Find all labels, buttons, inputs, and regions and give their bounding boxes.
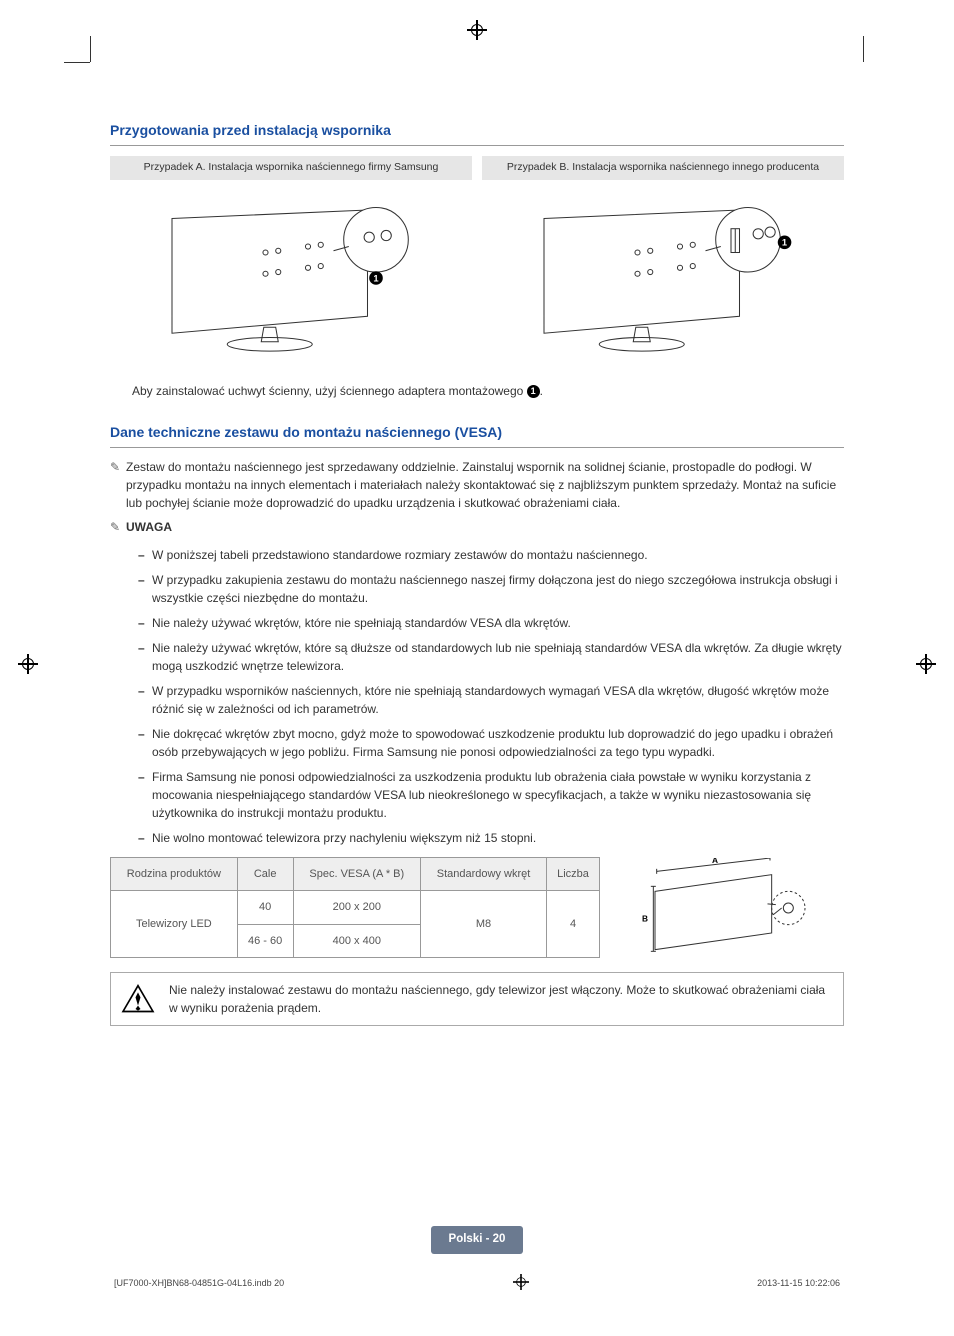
warning-triangle-icon: [121, 984, 155, 1014]
crop-mark-bottom: [511, 1272, 531, 1297]
note-icon: ✎: [110, 518, 126, 540]
th-product: Rodzina produktów: [111, 857, 238, 891]
crop-mark-right: [916, 654, 936, 679]
section-vesa-title: Dane techniczne zestawu do montażu naści…: [110, 422, 844, 448]
list-item: Firma Samsung nie ponosi odpowiedzialnoś…: [138, 768, 844, 822]
vesa-bracket-diagram: A B: [616, 858, 844, 958]
intro-note-block: ✎ Zestaw do montażu naściennego jest spr…: [110, 458, 844, 512]
case-a-header: Przypadek A. Instalacja wspornika naście…: [110, 156, 472, 180]
crop-corner-tl: [90, 36, 91, 62]
install-note-suffix: .: [540, 384, 543, 398]
cell-product: Telewizory LED: [111, 891, 238, 958]
page-footer: Polski - 20 [UF7000-XH]BN68-04851G-04L16…: [110, 1226, 844, 1296]
table-header-row: Rodzina produktów Cale Spec. VESA (A * B…: [111, 857, 600, 891]
list-item: Nie dokręcać wkrętów zbyt mocno, gdyż mo…: [138, 725, 844, 761]
document-page: Przygotowania przed instalacją wspornika…: [0, 0, 954, 1336]
diagram-case-a: 1: [110, 188, 472, 368]
th-inches: Cale: [237, 857, 293, 891]
cell-vesa: 200 x 200: [293, 891, 420, 925]
cell-inches: 40: [237, 891, 293, 925]
cell-vesa: 400 x 400: [293, 924, 420, 958]
list-item: W poniższej tabeli przedstawiono standar…: [138, 546, 844, 564]
install-note: Aby zainstalować uchwyt ścienny, użyj śc…: [132, 382, 844, 400]
intro-note-text: Zestaw do montażu naściennego jest sprze…: [126, 458, 844, 512]
marker-1-icon: 1: [527, 385, 540, 398]
uwaga-block: ✎ UWAGA: [110, 518, 844, 540]
diagram-row: 1: [110, 188, 844, 368]
section-prep-title: Przygotowania przed instalacją wspornika: [110, 120, 844, 146]
tv-mount-diagram-a: 1: [155, 193, 427, 363]
footer-meta: [UF7000-XH]BN68-04851G-04L16.indb 20 201…: [110, 1272, 844, 1297]
cell-count: 4: [547, 891, 600, 958]
list-item: W przypadku wsporników naściennych, któr…: [138, 682, 844, 718]
list-item: Nie należy używać wkrętów, które są dłuż…: [138, 639, 844, 675]
cell-screw: M8: [421, 891, 547, 958]
svg-text:1: 1: [373, 273, 378, 283]
footer-right-text: 2013-11-15 10:22:06: [757, 1277, 840, 1291]
crop-mark-top: [467, 20, 487, 45]
tv-mount-diagram-b: 1: [527, 193, 799, 363]
th-vesa: Spec. VESA (A * B): [293, 857, 420, 891]
list-item: Nie wolno montować telewizora przy nachy…: [138, 829, 844, 847]
cell-inches: 46 - 60: [237, 924, 293, 958]
note-icon: ✎: [110, 458, 126, 512]
th-screw: Standardowy wkręt: [421, 857, 547, 891]
case-header-row: Przypadek A. Instalacja wspornika naście…: [110, 156, 844, 180]
list-item: Nie należy używać wkrętów, które nie spe…: [138, 614, 844, 632]
crop-corner-tr: [863, 36, 864, 62]
diagram-case-b: 1: [482, 188, 844, 368]
uwaga-heading: UWAGA: [126, 518, 844, 536]
warning-text: Nie należy instalować zestawu do montażu…: [169, 981, 833, 1017]
table-row: Telewizory LED 40 200 x 200 M8 4: [111, 891, 600, 925]
vesa-table: Rodzina produktów Cale Spec. VESA (A * B…: [110, 857, 600, 959]
list-item: W przypadku zakupienia zestawu do montaż…: [138, 571, 844, 607]
svg-text:1: 1: [782, 237, 787, 247]
footer-left-text: [UF7000-XH]BN68-04851G-04L16.indb 20: [114, 1277, 284, 1291]
th-count: Liczba: [547, 857, 600, 891]
warning-box: Nie należy instalować zestawu do montażu…: [110, 972, 844, 1026]
table-diagram-row: Rodzina produktów Cale Spec. VESA (A * B…: [110, 857, 844, 959]
label-a: A: [712, 858, 718, 865]
install-note-prefix: Aby zainstalować uchwyt ścienny, użyj śc…: [132, 384, 527, 398]
label-b: B: [642, 913, 648, 923]
page-number-badge: Polski - 20: [431, 1226, 524, 1253]
case-b-header: Przypadek B. Instalacja wspornika naście…: [482, 156, 844, 180]
crop-mark-left: [18, 654, 38, 679]
uwaga-list: W poniższej tabeli przedstawiono standar…: [110, 546, 844, 847]
